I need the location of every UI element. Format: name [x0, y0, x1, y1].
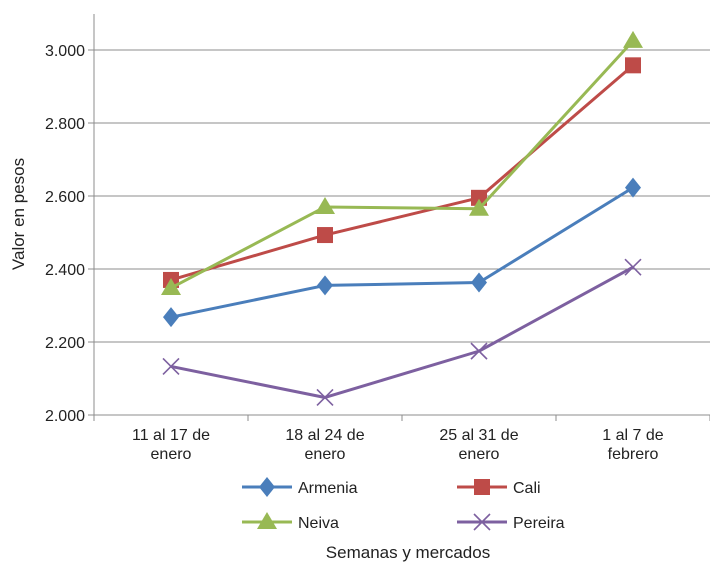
data-point-armenia — [163, 307, 179, 328]
legend-label: Neiva — [298, 515, 339, 532]
y-tick-label: 2.800 — [45, 116, 85, 133]
series-group — [161, 30, 643, 407]
data-point-cali — [625, 57, 641, 74]
data-point-neiva — [623, 30, 643, 48]
legend-marker — [473, 513, 491, 531]
data-point-pereira — [624, 258, 642, 276]
data-point-cali — [317, 227, 333, 244]
axes — [88, 14, 710, 421]
series-neiva — [161, 30, 643, 295]
series-line-neiva — [170, 39, 635, 290]
y-axis-title: Valor en pesos — [9, 158, 28, 270]
gridlines — [94, 49, 710, 343]
data-point-neiva — [161, 277, 181, 295]
y-tick-label: 2.000 — [45, 408, 85, 425]
data-point-neiva — [315, 196, 335, 214]
y-tick-label: 2.200 — [45, 335, 85, 352]
series-pereira — [162, 258, 642, 407]
tick-labels: 2.000 2.200 2.400 2.600 2.800 3.000 11 al 17 d… — [45, 43, 664, 463]
x-axis-title: Semanas y mercados — [326, 543, 490, 562]
data-point-pereira — [162, 357, 180, 376]
y-tick-label: 2.400 — [45, 262, 85, 279]
legend-item-cali: Cali — [457, 479, 541, 497]
y-tick-label: 3.000 — [45, 43, 85, 60]
x-tick-label: 25 al 31 de enero — [439, 427, 518, 463]
legend-item-neiva: Neiva — [242, 512, 339, 532]
series-line-pereira — [170, 265, 634, 399]
legend-marker — [257, 512, 277, 529]
series-line-armenia — [170, 186, 634, 319]
legend-label: Cali — [513, 480, 541, 497]
data-point-neiva — [469, 198, 489, 216]
data-point-armenia — [317, 275, 333, 296]
x-tick-label: 18 al 24 de enero — [285, 427, 364, 463]
legend-item-pereira: Pereira — [457, 513, 565, 532]
legend-marker — [474, 479, 490, 495]
x-tick-label: 11 al 17 de enero — [132, 427, 210, 463]
x-tick-label: 1 al 7 de febrero — [602, 427, 663, 463]
series-armenia — [163, 177, 641, 328]
legend-item-armenia: Armenia — [242, 477, 358, 497]
data-point-pereira — [316, 388, 334, 407]
series-cali — [163, 57, 641, 288]
data-point-armenia — [471, 272, 487, 293]
data-point-armenia — [625, 177, 641, 198]
data-point-pereira — [470, 342, 488, 360]
legend-label: Armenia — [298, 480, 358, 497]
legend-label: Pereira — [513, 515, 565, 532]
legend: Armenia Cali Neiva Pereira — [242, 477, 565, 532]
legend-marker — [259, 477, 275, 497]
y-tick-label: 2.600 — [45, 189, 85, 206]
series-line-cali — [170, 64, 634, 282]
data-point-cali — [471, 189, 487, 206]
